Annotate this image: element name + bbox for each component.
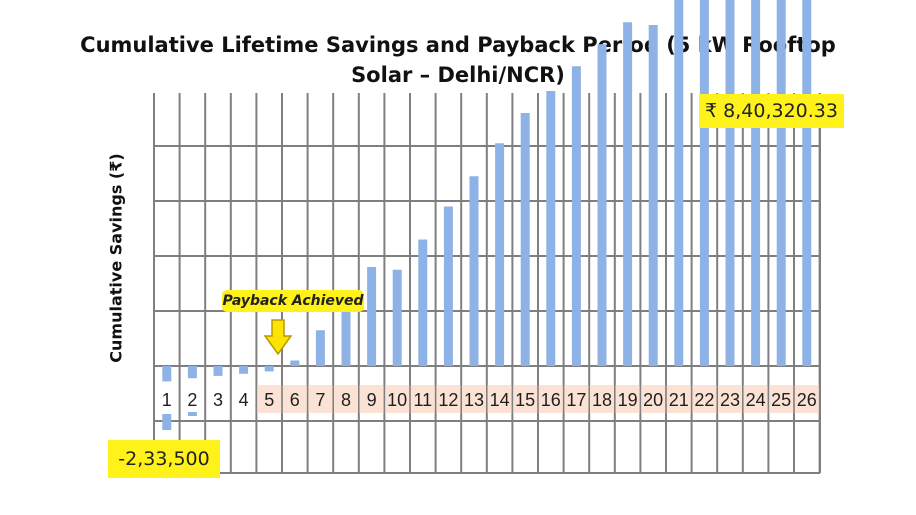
x-tick-label: 25 — [771, 390, 791, 410]
bar — [495, 143, 505, 366]
tick-label-box — [308, 385, 333, 413]
bar — [239, 366, 249, 374]
x-tick-label: 5 — [264, 390, 274, 410]
tick-label-box — [436, 385, 461, 413]
tick-label-box — [615, 385, 640, 413]
tick-label-box — [410, 385, 435, 413]
bar — [751, 0, 761, 366]
tick-label-box — [487, 385, 512, 413]
bar — [571, 66, 581, 366]
max-value-callout: ₹ 8,40,320.33 — [699, 94, 844, 128]
bar — [443, 206, 453, 366]
tick-label-box — [743, 385, 768, 413]
bar-negative-tail — [162, 414, 172, 430]
x-tick-label: 16 — [541, 390, 561, 410]
x-tick-labels: 1 2 3 4 5 6 7 8 9 10 11 12 13 14 15 16 17 18 19 20 21 22 23 24 2… — [162, 385, 819, 413]
x-tick-label: 26 — [797, 390, 817, 410]
x-tick-label: 7 — [315, 390, 325, 410]
tick-label-box — [692, 385, 717, 413]
tick-label-box — [590, 385, 614, 413]
bar — [699, 0, 709, 366]
bar — [776, 0, 786, 366]
x-tick-label: 14 — [490, 390, 510, 410]
bar-series — [162, 0, 812, 430]
x-tick-label: 1 — [162, 390, 172, 410]
bar — [520, 113, 530, 366]
tick-label-box — [794, 385, 819, 413]
bar — [367, 267, 377, 366]
bar — [162, 366, 172, 382]
tick-label-box — [718, 385, 742, 413]
x-tick-label: 19 — [618, 390, 638, 410]
x-axis-label-clipped — [450, 480, 472, 483]
tick-label-box — [564, 385, 589, 413]
bar — [597, 44, 607, 366]
tick-label-box — [538, 385, 563, 413]
x-tick-label: 23 — [720, 390, 740, 410]
x-tick-label: 21 — [669, 390, 689, 410]
x-tick-label: 6 — [290, 390, 300, 410]
tick-label-box — [359, 385, 384, 413]
bar — [418, 239, 428, 366]
down-arrow-icon — [263, 319, 293, 356]
payback-callout: Payback Achieved — [222, 290, 364, 312]
bar — [648, 25, 658, 366]
x-tick-label: 17 — [566, 390, 586, 410]
bar — [674, 0, 684, 366]
bar — [264, 366, 274, 372]
chart-title: Cumulative Lifetime Savings and Payback … — [0, 30, 916, 90]
x-tick-label: 18 — [592, 390, 612, 410]
x-tick-label: 8 — [341, 390, 351, 410]
x-tick-label: 9 — [367, 390, 377, 410]
bar — [341, 300, 351, 366]
x-tick-label: 10 — [387, 390, 407, 410]
x-tick-label: 12 — [438, 390, 458, 410]
bar — [546, 91, 556, 366]
bar — [623, 22, 633, 366]
payback-arrow-group — [263, 319, 293, 356]
x-tick-label: 20 — [643, 390, 663, 410]
x-tick-label: 3 — [213, 390, 223, 410]
chart-title-line-1: Cumulative Lifetime Savings and Payback … — [80, 33, 836, 57]
tick-label-box — [513, 385, 538, 413]
tick-label-box — [385, 385, 410, 413]
bar — [802, 0, 812, 366]
bar — [213, 366, 223, 376]
tick-label-box — [666, 385, 691, 413]
bar-negative-tail — [187, 412, 197, 416]
tick-label-box — [334, 385, 358, 413]
tick-label-box — [769, 385, 794, 413]
x-tick-label: 11 — [413, 390, 432, 410]
min-value-callout: -2,33,500 — [108, 440, 220, 478]
bar — [315, 330, 325, 366]
bar — [392, 269, 402, 366]
tick-label-box — [257, 385, 282, 413]
chart-title-line-2: Solar – Delhi/NCR) — [351, 63, 565, 87]
tick-label-box — [462, 385, 486, 413]
x-tick-label: 13 — [464, 390, 484, 410]
tick-label-box — [282, 385, 307, 413]
x-tick-label: 22 — [694, 390, 714, 410]
tick-label-box — [641, 385, 666, 413]
bar — [290, 360, 300, 366]
bar — [187, 366, 197, 379]
x-tick-label: 24 — [746, 390, 766, 410]
bar — [469, 176, 479, 366]
bar — [725, 0, 735, 366]
chart-grid — [153, 93, 821, 474]
x-tick-label: 2 — [187, 390, 197, 410]
x-tick-label: 4 — [239, 390, 249, 410]
x-tick-label: 15 — [515, 390, 535, 410]
